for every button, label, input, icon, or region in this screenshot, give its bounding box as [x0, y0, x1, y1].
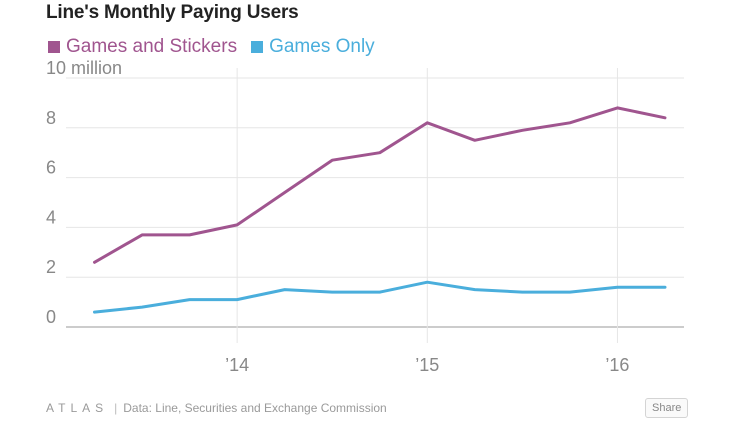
x-tick-label: ’15: [415, 355, 439, 375]
line-chart: 0 2 4 6 8 10 million ’14 ’15 ’16: [46, 58, 684, 375]
data-source-text: Data: Line, Securities and Exchange Comm…: [123, 401, 387, 415]
y-tick-label: 0: [46, 307, 56, 327]
chart-title: Line's Monthly Paying Users: [46, 2, 299, 23]
series-line-games-only: [93, 280, 667, 314]
legend-label-games-only: Games Only: [269, 36, 375, 57]
tick-label-layer: 0 2 4 6 8 10 million ’14 ’15 ’16: [46, 58, 629, 375]
legend-label-games-and-stickers: Games and Stickers: [66, 36, 238, 57]
x-tick-label: ’16: [605, 355, 629, 375]
y-tick-label: 8: [46, 108, 56, 128]
y-tick-label: 6: [46, 158, 56, 178]
y-tick-label: 4: [46, 207, 56, 227]
y-tick-label: 2: [46, 257, 56, 277]
grid-layer: [66, 77, 684, 328]
legend-item-games-only: Games Only: [251, 36, 375, 58]
x-tick-label: ’14: [225, 355, 249, 375]
x-tick-layer: [236, 68, 618, 343]
y-tick-label: 10 million: [46, 58, 122, 78]
legend-item-games-and-stickers: Games and Stickers: [48, 36, 237, 58]
atlas-logo[interactable]: ATLAS: [46, 401, 109, 415]
legend-swatch-games-and-stickers: [48, 41, 60, 53]
series-line-games-and-stickers: [93, 106, 667, 264]
legend-swatch-games-only: [251, 41, 264, 53]
footer-separator: |: [114, 401, 118, 415]
share-button[interactable]: Share: [645, 398, 689, 418]
series-layer: [93, 106, 667, 314]
chart-footer: ATLAS | Data: Line, Securities and Excha…: [46, 401, 387, 415]
chart-legend: Games and Stickers Games Only: [48, 36, 389, 58]
